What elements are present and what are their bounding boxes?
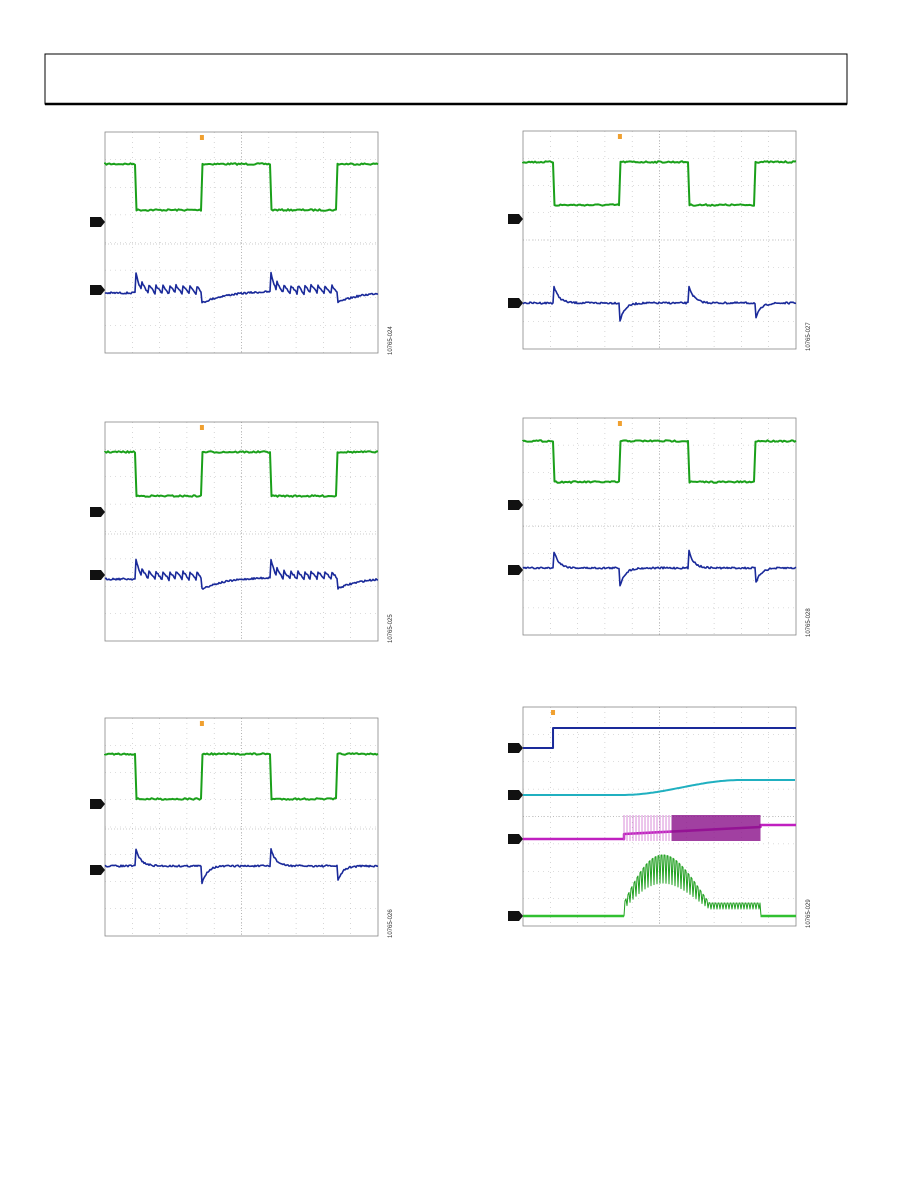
channel-marker [90,285,105,295]
scope-panel: 10765-026 [90,717,394,938]
scope-frame [522,417,797,636]
blue-trace [522,549,797,587]
blue-trace [522,285,797,322]
figure-id: 10765-024 [388,326,394,355]
header-box [44,53,848,105]
figure-id: 10765-025 [388,614,394,643]
cyan-trace [523,779,795,796]
channel-marker [508,790,523,800]
trigger-marker [199,721,204,726]
trigger-marker [551,710,556,715]
scope-frame [522,706,797,927]
channel-marker [90,799,105,809]
scope-panel: 10765-029 [508,706,812,928]
blue-trace [104,558,379,590]
blue-trace [104,271,379,304]
channel-marker [508,834,523,844]
figure-id: 10765-027 [806,322,812,351]
channel-marker [508,214,523,224]
scope-frame [104,717,379,937]
trigger-marker [617,421,622,426]
scope-panel: 10765-024 [90,131,394,355]
channel-marker [90,865,105,875]
figure-id: 10765-028 [806,608,812,637]
scope-panel: 10765-025 [90,421,394,643]
channel-marker [508,500,523,510]
scope-frame [104,421,379,642]
scope-frame [104,131,379,354]
trigger-marker [199,425,204,430]
channel-marker [508,911,523,921]
channel-marker [508,565,523,575]
green-trace [104,162,379,212]
scope-panel: 10765-028 [508,417,812,637]
figure-id: 10765-029 [806,899,812,928]
blue-trace [104,848,379,885]
scope-frame [522,130,797,350]
channel-marker [508,298,523,308]
channel-marker [90,570,105,580]
trigger-marker [617,134,622,139]
blue-trace [523,727,796,749]
green-trace [522,439,797,484]
green-trace [104,752,379,801]
scope-panel: 10765-027 [508,130,812,351]
channel-marker [90,507,105,517]
green-trace [522,160,797,207]
channel-marker [508,743,523,753]
trigger-marker [199,135,204,140]
green-trace [523,854,796,917]
figure-id: 10765-026 [388,909,394,938]
channel-marker [90,217,105,227]
green-trace [104,450,379,498]
